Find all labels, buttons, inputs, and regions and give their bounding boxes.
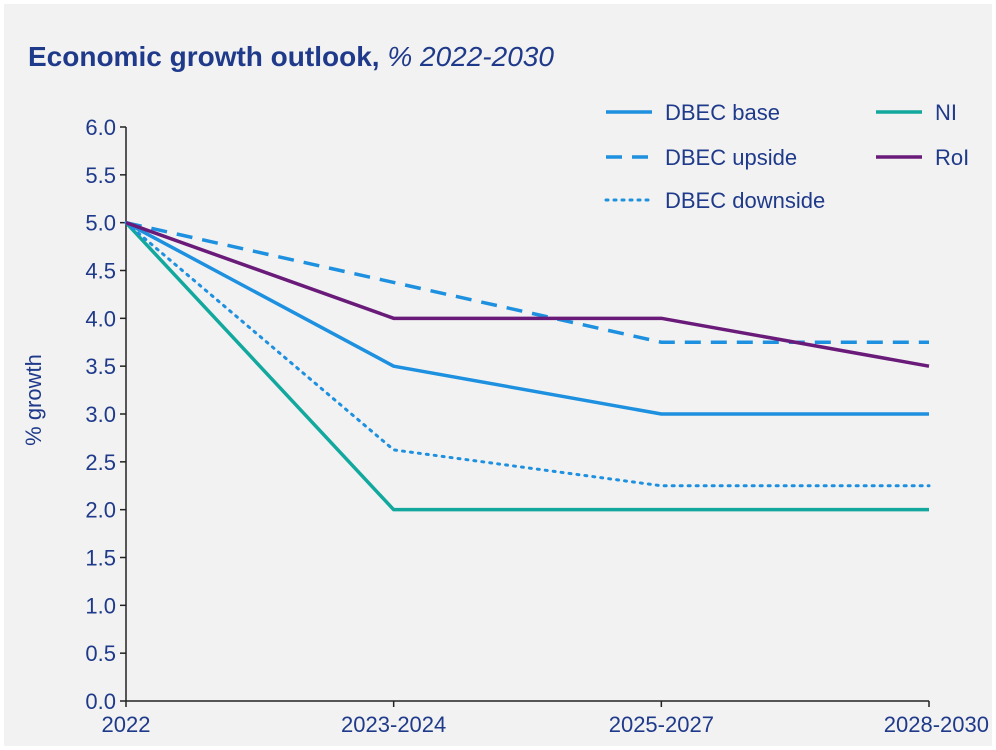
series-lines <box>124 220 931 512</box>
y-tick-label: 1.0 <box>85 593 116 618</box>
legend-label-dbec-downside: DBEC downside <box>665 188 825 213</box>
chart-title-sub: % 2022-2030 <box>387 41 554 72</box>
x-axis-ticks: 2022 2023-2024 2025-2027 2028-2030 <box>102 701 989 737</box>
x-tick-label: 2025-2027 <box>609 712 714 737</box>
x-tick-label: 2023-2024 <box>341 712 446 737</box>
y-tick-label: 4.5 <box>85 259 116 284</box>
y-axis-label: % growth <box>21 354 46 446</box>
series-line-dbec-downside <box>124 221 931 488</box>
series-line-roi <box>125 221 930 368</box>
series-line-dbec-upside <box>125 220 929 344</box>
legend-label-ni: NI <box>935 100 957 125</box>
y-tick-label: 4.0 <box>85 306 116 331</box>
legend-label-roi: RoI <box>935 145 969 170</box>
y-tick-label: 1.5 <box>85 546 116 571</box>
x-tick-label: 2022 <box>102 712 151 737</box>
legend-label-dbec-base: DBEC base <box>665 100 780 125</box>
y-tick-label: 2.0 <box>85 498 116 523</box>
y-tick-label: 0.5 <box>85 641 116 666</box>
y-tick-label: 3.5 <box>85 354 116 379</box>
chart-title: Economic growth outlook, % 2022-2030 <box>28 41 554 73</box>
y-tick-label: 2.5 <box>85 450 116 475</box>
series-line-dbec-base <box>125 221 929 416</box>
y-axis-ticks: 0.0 0.5 1.0 1.5 2.0 2.5 3.0 3.5 4.0 4.5 5.0 5.5 6.0 <box>85 115 126 714</box>
series-line-ni <box>124 221 929 512</box>
y-tick-label: 5.5 <box>85 163 116 188</box>
x-tick-label: 2028-2030 <box>884 712 989 737</box>
y-tick-label: 6.0 <box>85 115 116 140</box>
y-tick-label: 0.0 <box>85 689 116 714</box>
y-tick-label: 3.0 <box>85 402 116 427</box>
chart-panel <box>4 4 992 746</box>
chart-title-main: Economic growth outlook, <box>28 41 380 72</box>
legend: DBEC base DBEC upside DBEC downside NI RoI <box>604 100 969 213</box>
y-tick-label: 5.0 <box>85 211 116 236</box>
legend-label-dbec-upside: DBEC upside <box>665 145 797 170</box>
